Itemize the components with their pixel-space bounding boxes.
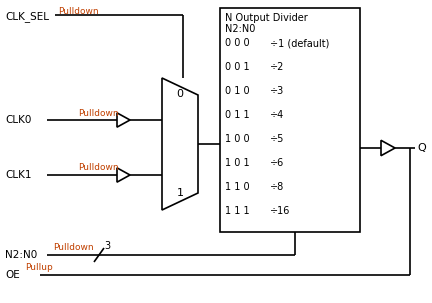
Bar (220, 8, 360, 232)
Text: Pulldown: Pulldown (53, 244, 94, 252)
Text: CLK0: CLK0 (5, 115, 32, 125)
Text: Pulldown: Pulldown (58, 8, 98, 16)
Polygon shape (162, 78, 198, 210)
Text: 1 1 1: 1 1 1 (225, 206, 250, 216)
Text: CLK_SEL: CLK_SEL (5, 12, 49, 22)
Text: 0 1 0: 0 1 0 (225, 86, 250, 96)
Text: 1 0 0: 1 0 0 (225, 134, 250, 144)
Text: ÷3: ÷3 (270, 86, 284, 96)
Text: 1 0 1: 1 0 1 (225, 158, 250, 168)
Polygon shape (381, 140, 395, 156)
Text: Pulldown: Pulldown (78, 164, 119, 172)
Text: ÷8: ÷8 (270, 182, 284, 192)
Text: 0 0 0: 0 0 0 (225, 38, 250, 48)
Text: ÷4: ÷4 (270, 110, 284, 120)
Text: 1: 1 (177, 188, 184, 198)
Text: 3: 3 (104, 241, 110, 251)
Text: N Output Divider: N Output Divider (225, 13, 308, 23)
Text: ÷2: ÷2 (270, 62, 284, 72)
Polygon shape (117, 168, 130, 182)
Text: 0 1 1: 0 1 1 (225, 110, 250, 120)
Text: N2:N0: N2:N0 (5, 250, 37, 260)
Text: 0: 0 (177, 89, 184, 99)
Text: Pullup: Pullup (25, 264, 53, 272)
Text: Q: Q (417, 143, 426, 153)
Text: 1 1 0: 1 1 0 (225, 182, 250, 192)
Text: N2:N0: N2:N0 (225, 24, 255, 34)
Text: ÷6: ÷6 (270, 158, 284, 168)
Text: ÷1 (default): ÷1 (default) (270, 38, 329, 48)
Text: Pulldown: Pulldown (78, 108, 119, 118)
Text: 0 0 1: 0 0 1 (225, 62, 250, 72)
Text: CLK1: CLK1 (5, 170, 32, 180)
Text: OE: OE (5, 270, 20, 280)
Text: ÷16: ÷16 (270, 206, 290, 216)
Polygon shape (117, 113, 130, 127)
Text: ÷5: ÷5 (270, 134, 284, 144)
